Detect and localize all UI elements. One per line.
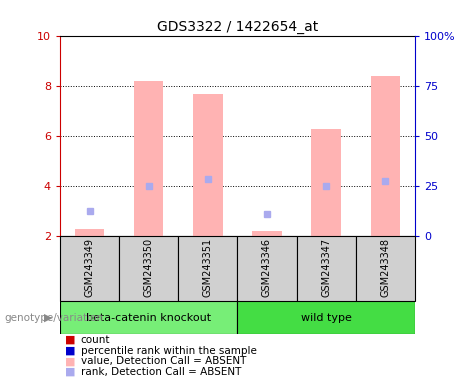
Bar — [311, 129, 341, 236]
Text: percentile rank within the sample: percentile rank within the sample — [81, 346, 257, 356]
Bar — [178, 236, 237, 301]
Bar — [252, 231, 282, 236]
Bar — [296, 236, 356, 301]
Bar — [119, 236, 178, 301]
Text: ■: ■ — [65, 356, 75, 366]
Text: ■: ■ — [65, 335, 75, 345]
Text: beta-catenin knockout: beta-catenin knockout — [86, 313, 211, 323]
Text: GSM243346: GSM243346 — [262, 238, 272, 297]
Text: GSM243348: GSM243348 — [380, 238, 390, 297]
Text: genotype/variation: genotype/variation — [5, 313, 104, 323]
Text: GSM243347: GSM243347 — [321, 238, 331, 297]
Bar — [75, 229, 104, 236]
Bar — [134, 81, 164, 236]
Text: rank, Detection Call = ABSENT: rank, Detection Call = ABSENT — [81, 367, 241, 377]
Title: GDS3322 / 1422654_at: GDS3322 / 1422654_at — [157, 20, 318, 34]
Text: count: count — [81, 335, 110, 345]
Text: GSM243350: GSM243350 — [144, 238, 154, 297]
Bar — [60, 236, 119, 301]
Text: GSM243351: GSM243351 — [203, 238, 213, 297]
Bar — [60, 301, 237, 334]
Text: ■: ■ — [65, 367, 75, 377]
Text: ▶: ▶ — [44, 313, 53, 323]
Bar — [193, 94, 223, 236]
Text: ■: ■ — [65, 346, 75, 356]
Text: wild type: wild type — [301, 313, 352, 323]
Text: value, Detection Call = ABSENT: value, Detection Call = ABSENT — [81, 356, 246, 366]
Bar — [356, 236, 415, 301]
Bar — [371, 76, 400, 236]
Text: GSM243349: GSM243349 — [84, 238, 95, 297]
Bar — [237, 301, 415, 334]
Bar — [237, 236, 296, 301]
